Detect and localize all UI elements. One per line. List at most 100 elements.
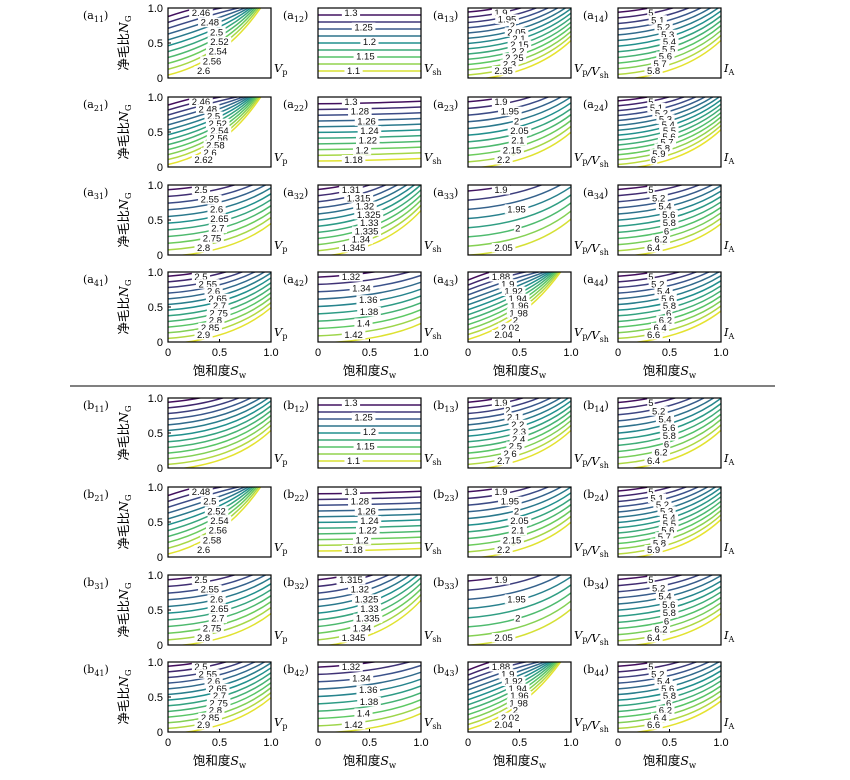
panel-label: (b13) (433, 399, 459, 414)
contour-line (177, 222, 271, 255)
contour-label-bg (357, 218, 382, 228)
contour-line (618, 206, 721, 240)
x-tick-label: 0 (315, 737, 321, 749)
contour-line (476, 131, 571, 167)
contour-line (618, 29, 721, 70)
contour-level-label: 2.6 (204, 148, 217, 159)
x-axis-label: 饱和度Sw (643, 363, 697, 381)
contour-level-label: 1.36 (359, 295, 378, 306)
y-tick-label: 1.0 (148, 92, 163, 104)
contour-line (181, 306, 271, 342)
contour-line (618, 185, 714, 209)
contour-line (327, 322, 421, 342)
contour-label-bg (339, 662, 363, 672)
quantity-label: Vp/Vsh (574, 238, 609, 257)
contour-label-bg (344, 456, 363, 466)
contour-line (168, 398, 262, 426)
contour-lines (468, 575, 571, 645)
contour-level-label: 2.55 (199, 279, 218, 290)
quantity-label: Vp/Vsh (574, 715, 609, 734)
panel-frame (317, 184, 422, 256)
contour-line (468, 8, 550, 29)
contour-panel-a41: 2.52.552.62.652.72.752.82.852.9 0 0.5 1.0 0 0… (148, 267, 279, 359)
contour-label-bg (505, 683, 530, 694)
contour-level-label: 1.15 (356, 52, 375, 63)
contour-level-label: 1.95 (498, 14, 517, 25)
panel-label: (a11) (83, 9, 108, 24)
panel-frame (467, 574, 572, 646)
contour-level-label: 2.48 (199, 104, 218, 115)
contour-label-bg (353, 613, 383, 624)
panel-frame (617, 574, 722, 646)
contour-label-bg (511, 705, 520, 715)
contour-label-bg (491, 185, 511, 195)
contour-label-bg (360, 427, 379, 437)
contour-label-bg (200, 496, 219, 507)
contour-label-bg (498, 669, 517, 679)
contour-level-label: 5.3 (660, 506, 673, 517)
contour-label-bg (651, 447, 671, 458)
contour-level-label: 2.1 (511, 136, 524, 147)
contour-level-label: 1.9 (494, 8, 507, 19)
contour-line (618, 398, 706, 422)
contour-panel-a42: 1.321.341.361.381.41.42 0 0.5 1.0 (315, 271, 429, 359)
contour-label-bg (508, 135, 527, 146)
contour-panel-a44: 55.25.45.65.866.26.46.6 0 0.5 1.0 (615, 271, 729, 359)
contour-line (468, 600, 571, 637)
contour-label-bg (644, 243, 663, 253)
panel-label: (a12) (283, 9, 308, 24)
contour-label-bg (504, 405, 512, 415)
contour-label-bg (508, 419, 527, 430)
contour-label-bg (491, 8, 511, 18)
contour-level-label: 5.4 (658, 202, 671, 213)
contour-label-bg (203, 140, 228, 150)
contour-label-bg (341, 8, 361, 18)
contour-level-label: 2.4 (512, 434, 525, 445)
contour-line (618, 575, 659, 581)
contour-label-bg (506, 441, 525, 451)
contour-label-bg (352, 594, 382, 604)
contour-level-label: 1.345 (342, 633, 366, 644)
contour-label-bg (658, 29, 677, 40)
contour-level-label: 1.32 (351, 585, 370, 596)
contour-level-label: 5.6 (659, 52, 672, 63)
contour-level-label: 1.26 (357, 116, 376, 127)
contour-line (318, 662, 412, 676)
contour-level-label: 5.6 (662, 423, 675, 434)
panel-label: (a23) (433, 98, 458, 113)
contour-level-label: 1.33 (360, 604, 379, 615)
contour-level-label: 2.05 (510, 126, 529, 137)
contour-level-label: 2.65 (208, 684, 227, 695)
contour-label-bg (512, 506, 521, 516)
contour-line (468, 583, 571, 619)
contour-label-bg (647, 272, 655, 282)
quantity-label: Vsh (424, 540, 442, 556)
contour-label-bg (650, 538, 669, 549)
contour-level-label: 1.22 (359, 136, 378, 147)
panel-frame (467, 486, 572, 558)
contour-level-label: 2.6 (197, 66, 210, 77)
contour-level-label: 2.5 (207, 112, 220, 123)
contour-level-label: 2.6 (197, 545, 210, 556)
contour-label-bg (652, 108, 671, 119)
contour-label-bg (206, 525, 230, 536)
contour-line (318, 185, 408, 215)
contour-line (618, 487, 710, 513)
contour-lines (618, 575, 721, 645)
contour-line (468, 419, 571, 460)
panel-label: (a33) (433, 186, 458, 201)
panel-label: (a14) (583, 9, 608, 24)
contour-line (618, 185, 659, 191)
contour-label-bg (207, 214, 232, 224)
contour-level-label: 2.5 (203, 497, 216, 508)
contour-label-bg (647, 662, 655, 672)
contour-line (630, 612, 721, 645)
contour-level-label: 1.28 (351, 497, 370, 508)
contour-label-bg (644, 633, 663, 643)
panel-label: (a21) (83, 98, 108, 113)
contour-level-label: 2.46 (192, 8, 211, 19)
contour-level-label: 6.4 (654, 713, 667, 724)
contour-label-bg (507, 691, 532, 701)
contour-panel-a31: 2.52.552.62.652.72.752.8 0 0.5 1.0 (148, 180, 272, 262)
